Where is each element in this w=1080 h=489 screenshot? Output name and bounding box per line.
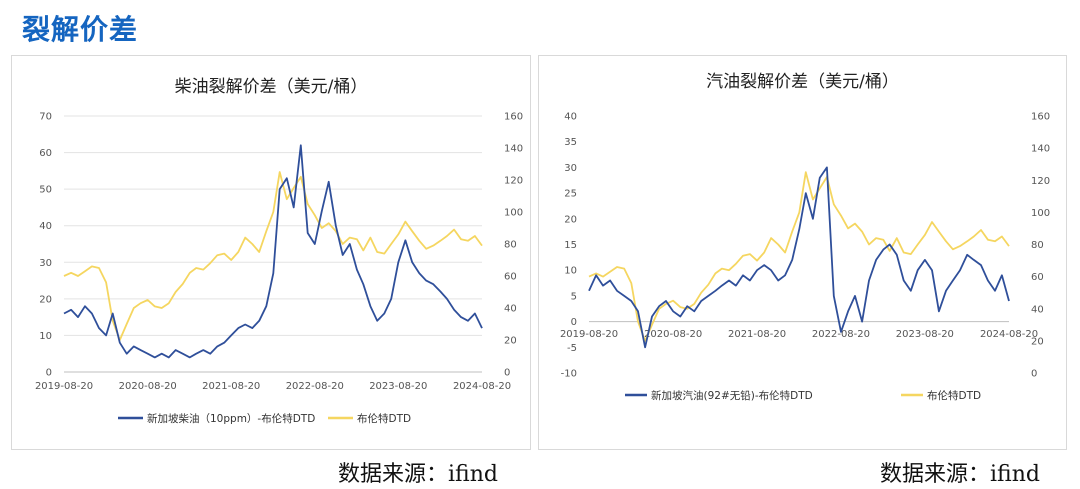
y-left-tick-label: 70 (39, 112, 52, 123)
x-tick-label: 2020-08-20 (644, 329, 702, 340)
y-left-tick-label: 60 (39, 148, 52, 159)
y-right-tick-label: 0 (504, 368, 510, 379)
y-left-tick-label: 20 (39, 294, 52, 305)
x-tick-label: 2024-08-20 (453, 381, 511, 392)
x-tick-label: 2020-08-20 (119, 381, 177, 392)
y-right-tick-label: 120 (504, 176, 523, 187)
x-tick-label: 2019-08-20 (35, 381, 93, 392)
x-tick-label: 2024-08-20 (980, 329, 1038, 340)
y-right-tick-label: 40 (1031, 304, 1044, 315)
y-right-tick-label: 140 (504, 144, 523, 155)
y-right-tick-label: 100 (1031, 208, 1050, 219)
y-left-tick-label: -10 (561, 369, 577, 380)
y-right-tick-label: 20 (1031, 336, 1044, 347)
y-left-tick-label: 40 (564, 112, 577, 123)
source-note: 数据来源：ifind (880, 462, 1040, 487)
x-tick-label: 2023-08-20 (369, 381, 427, 392)
y-right-tick-label: 0 (1031, 369, 1037, 380)
y-right-tick-label: 120 (1031, 176, 1050, 187)
y-right-tick-label: 60 (504, 272, 517, 283)
y-right-tick-label: 60 (1031, 272, 1044, 283)
x-tick-label: 2023-08-20 (896, 329, 954, 340)
gasoline-crack-chart-panel: 汽油裂解价差（美元/桶） -10 -5 0 5 10 15 20 25 30 35 40 0 20 40 6… (538, 55, 1067, 450)
y-left-tick-label: 30 (39, 258, 52, 269)
source-note: 数据来源：ifind (338, 462, 498, 487)
diesel-crack-chart-panel: 柴油裂解价差（美元/桶） 0 10 20 30 40 50 60 70 0 20 40 60 80 100… (11, 55, 531, 450)
gasoline-crack-chart: -10 -5 0 5 10 15 20 25 30 35 40 0 20 40 60 80 100 120 140 1… (560, 112, 1050, 403)
y-right-tick-label: 80 (1031, 240, 1044, 251)
y-left-tick-label: 35 (564, 137, 577, 148)
y-left-tick-label: 15 (564, 240, 577, 251)
y-left-tick-label: 10 (564, 266, 577, 277)
series-line-spread (63, 144, 483, 359)
y-right-tick-label: 80 (504, 240, 517, 251)
x-tick-label: 2019-08-20 (560, 329, 618, 340)
chart-title: 柴油裂解价差（美元/桶） (174, 77, 368, 97)
y-left-tick-label: 40 (39, 221, 52, 232)
y-left-tick-label: 10 (39, 331, 52, 342)
page-title: 裂解价差 (22, 13, 139, 46)
x-tick-label: 2022-08-20 (812, 329, 870, 340)
y-right-tick-label: 40 (504, 304, 517, 315)
legend-label: 布伦特DTD (927, 389, 981, 402)
y-right-tick-label: 160 (504, 112, 523, 123)
legend-label: 布伦特DTD (357, 412, 411, 425)
legend-label: 新加坡柴油（10ppm）-布伦特DTD (147, 412, 315, 425)
y-left-tick-label: 30 (564, 163, 577, 174)
y-left-tick-label: 0 (571, 317, 577, 328)
y-left-tick-label: 50 (39, 185, 52, 196)
x-tick-label: 2022-08-20 (286, 381, 344, 392)
y-right-tick-label: 20 (504, 336, 517, 347)
y-left-tick-label: 25 (564, 189, 577, 200)
y-left-tick-label: -5 (567, 343, 577, 354)
diesel-crack-chart: 0 10 20 30 40 50 60 70 0 20 40 60 80 100 120 140 160 2019… (35, 112, 523, 426)
series-line-brent (588, 171, 1010, 342)
chart-title: 汽油裂解价差（美元/桶） (706, 72, 899, 92)
y-right-tick-label: 140 (1031, 144, 1050, 155)
x-tick-label: 2021-08-20 (728, 329, 786, 340)
y-left-tick-label: 5 (571, 291, 577, 302)
y-left-tick-label: 20 (564, 214, 577, 225)
x-tick-label: 2021-08-20 (202, 381, 260, 392)
series-line-brent (63, 171, 483, 341)
legend-label: 新加坡汽油(92#无铅)-布伦特DTD (651, 389, 813, 402)
y-right-tick-label: 100 (504, 208, 523, 219)
series-line-spread (588, 166, 1010, 349)
y-left-tick-label: 0 (46, 368, 52, 379)
y-right-tick-label: 160 (1031, 112, 1050, 123)
